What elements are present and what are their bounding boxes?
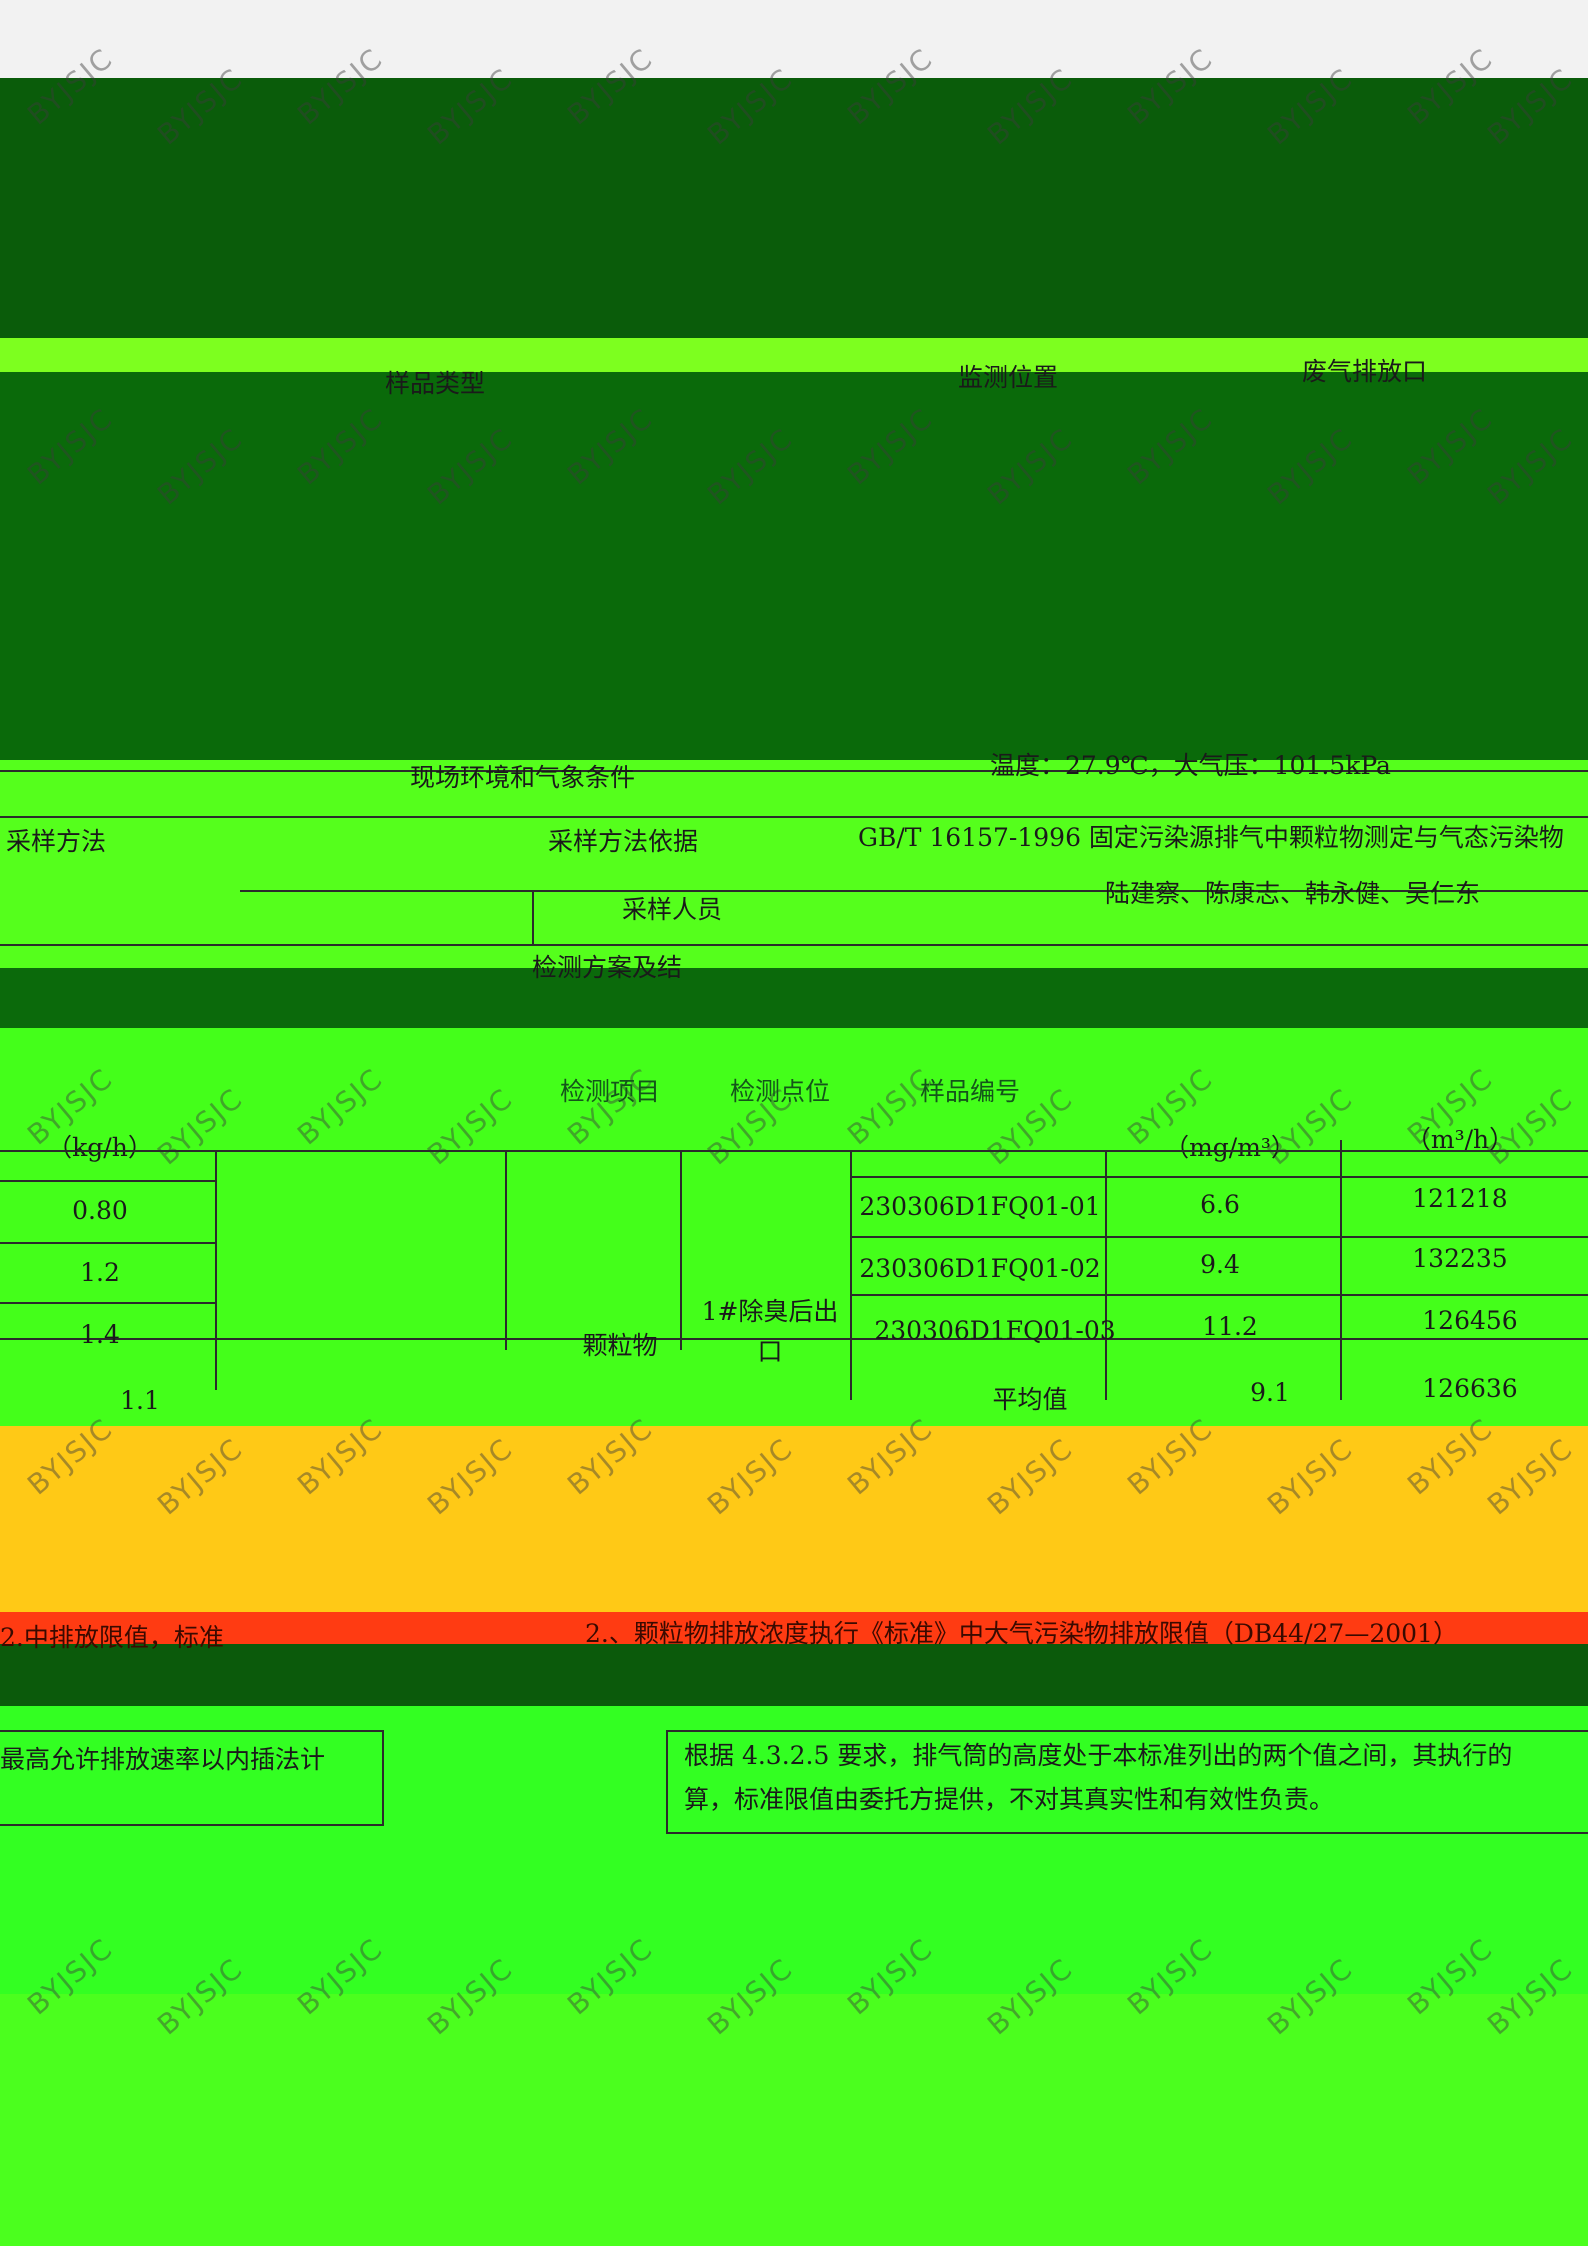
sample-cell: 230306D1FQ01-01 [859,1192,1101,1221]
point-cell: 1#除臭后出口 [701,1297,839,1366]
note-right-box [666,1730,1588,1834]
header-band [0,78,1588,340]
note-left-red: 2.中排放限值，标准 [0,1623,224,1652]
note-left-text: 最高允许排放速率以内插法计 [0,1745,326,1774]
top-strip [0,0,1588,78]
header-conc-unit: （mg/m³） [1164,1133,1296,1162]
sampling-method-label: 采样方法 [6,827,107,856]
flow-cell: 132235 [1412,1244,1508,1273]
table-rule [0,1242,215,1244]
info-band [0,372,1588,792]
divider [0,944,1588,946]
table-rule [850,1236,1588,1238]
notes-green-band [0,1706,1588,1996]
note-right-red: 2.、颗粒物排放浓度执行《标准》中大气污染物排放限值（DB44/27—2001） [585,1619,1458,1648]
header-item: 检测项目 [559,1077,660,1106]
header-sample-no: 样品编号 [919,1077,1020,1106]
flow-cell: 121218 [1412,1184,1508,1213]
divider [0,770,1588,772]
note-left-box [0,1730,384,1826]
notes-yellow-band [0,1426,1588,1614]
table-rule [850,1294,1588,1296]
conditions-label: 现场环境和气象条件 [410,763,636,792]
bottom-band [0,1994,1588,2246]
header-point: 检测点位 [729,1077,830,1106]
rate-cell: 0.80 [72,1196,128,1225]
table-rule [1105,1150,1107,1400]
notes-red-band [0,1612,1588,1646]
table-rule [215,1150,217,1390]
note-right-line1: 根据 4.3.2.5 要求，排气筒的高度处于本标准列出的两个值之间，其执行的 [684,1741,1513,1770]
divider [0,816,1588,818]
sampling-band [0,760,1588,970]
sampling-basis-label: 采样方法依据 [548,827,699,856]
sampling-personnel-label: 采样人员 [622,895,723,924]
divider [240,890,1588,892]
sampling-location-label: 监测位置 [958,363,1059,392]
sample-type-label: 样品类型 [385,369,486,398]
sampling-basis-value: GB/T 16157-1996 固定污染源排气中颗粒物测定与气态污染物 [858,823,1564,852]
sample-cell: 230306D1FQ01-02 [859,1254,1101,1283]
header-row-band [0,338,1588,374]
analysis-label: 检测方案及结 [532,953,683,982]
table-rule [850,1150,852,1400]
flow-cell: 126456 [1422,1306,1518,1335]
table-rule [0,1302,215,1304]
rate-cell: 1.4 [80,1320,120,1349]
table-rule [850,1176,1588,1178]
conc-cell: 6.6 [1200,1190,1240,1219]
table-rule [0,1150,1588,1152]
table-rule [1340,1140,1342,1400]
rate-cell: 1.2 [80,1258,120,1287]
header-rate-unit: （kg/h） [47,1133,153,1162]
table-rule [0,1180,215,1182]
rate-cell: 1.1 [120,1386,160,1415]
sampling-personnel-value: 陆建察、陈康志、韩永健、吴仁东 [1105,879,1481,908]
analysis-band [0,968,1588,1028]
conc-cell: 11.2 [1202,1312,1258,1341]
flow-cell: 126636 [1422,1374,1518,1403]
notes-dark-band [0,1644,1588,1706]
results-table-background [0,1028,1588,1428]
divider [532,890,534,946]
table-rule [680,1150,682,1350]
conditions-value: 温度：27.9℃，大气压：101.5kPa [990,751,1391,780]
conc-cell: 9.1 [1250,1378,1290,1407]
sample-cell: 230306D1FQ01-03 [874,1316,1116,1345]
conc-cell: 9.4 [1200,1250,1240,1279]
item-cell: 颗粒物 [582,1331,658,1360]
location-value: 废气排放口 [1302,357,1428,386]
table-rule [505,1150,507,1350]
sample-cell: 平均值 [992,1385,1068,1414]
table-rule [0,1338,1588,1340]
header-flow-unit: （m³/h） [1405,1125,1515,1154]
note-right-line2: 算，标准限值由委托方提供，不对其真实性和有效性负责。 [684,1785,1335,1814]
